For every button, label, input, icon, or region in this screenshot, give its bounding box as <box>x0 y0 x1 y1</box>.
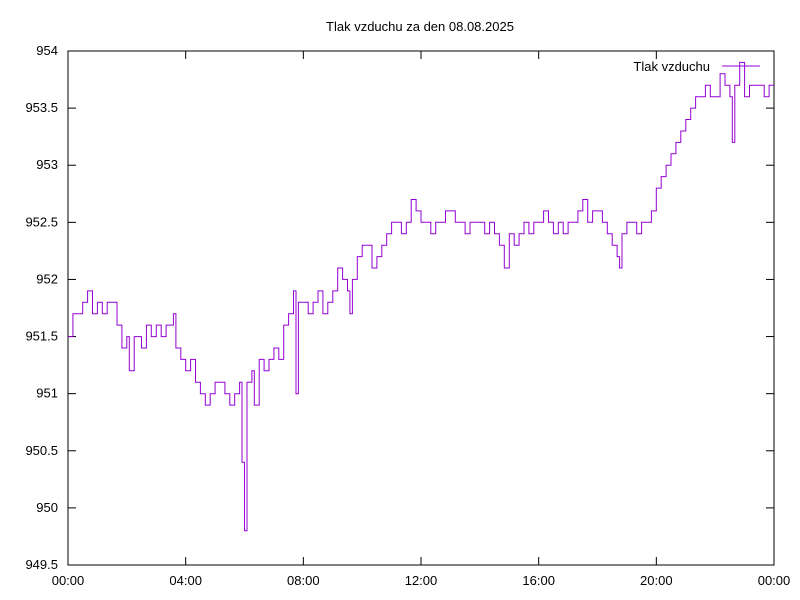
y-tick-label: 951.5 <box>25 329 58 344</box>
y-tick-label: 950 <box>36 500 58 515</box>
x-tick-label: 08:00 <box>287 573 320 588</box>
x-tick-label: 20:00 <box>640 573 673 588</box>
y-tick-label: 954 <box>36 43 58 58</box>
y-tick-label: 952.5 <box>25 214 58 229</box>
series-line <box>68 61 774 532</box>
y-axis: 949.5 950 950.5 951 951.5 952 952.5 953 953.5 954 <box>25 43 774 572</box>
x-tick-label: 16:00 <box>522 573 555 588</box>
y-tick-label: 952 <box>36 271 58 286</box>
legend-label: Tlak vzduchu <box>633 59 710 74</box>
y-tick-label: 953.5 <box>25 100 58 115</box>
legend: Tlak vzduchu <box>633 59 760 74</box>
plot-frame <box>67 50 775 566</box>
y-tick-label: 950.5 <box>25 443 58 458</box>
y-tick-label: 953 <box>36 157 58 172</box>
series-layer <box>68 61 774 532</box>
chart-title: Tlak vzduchu za den 08.08.2025 <box>326 19 514 34</box>
x-axis: 00:00 04:00 08:00 12:00 16:00 20:00 00:00 <box>52 51 791 588</box>
x-tick-label: 00:00 <box>758 573 791 588</box>
y-tick-label: 951 <box>36 386 58 401</box>
x-tick-label: 12:00 <box>405 573 438 588</box>
x-tick-label: 04:00 <box>169 573 202 588</box>
y-tick-label: 949.5 <box>25 557 58 572</box>
x-tick-label: 00:00 <box>52 573 85 588</box>
